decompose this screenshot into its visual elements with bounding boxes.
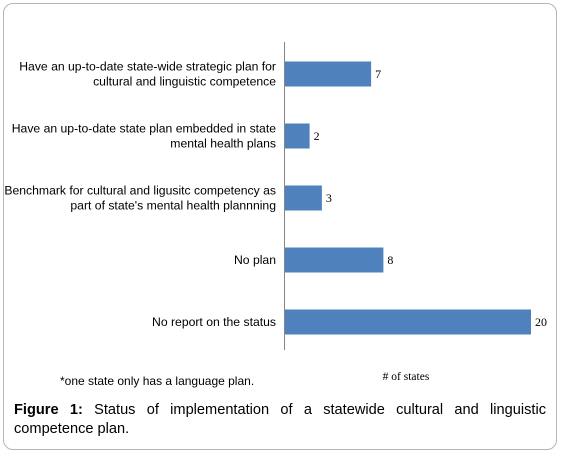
figure-frame [3, 3, 557, 450]
bar-2 [285, 123, 310, 149]
category-label-1: Have an up-to-date state-wide strategic … [19, 60, 276, 89]
caption-text: Status of implementation of a statewide … [14, 402, 546, 437]
footnote: *one state only has a language plan. [60, 374, 254, 388]
value-label-5: 20 [535, 315, 547, 329]
value-label-1: 7 [375, 67, 381, 81]
bar-1 [285, 61, 372, 87]
bar-chart: 7 Have an up-to-date state-wide strategic… [4, 42, 547, 388]
category-label-2: Have an up-to-date state plan embedded i… [12, 122, 276, 151]
caption-label: Figure 1: [14, 402, 83, 418]
category-label-5: No report on the status [152, 315, 276, 329]
bar-4 [285, 247, 384, 273]
x-axis-title: # of states [383, 371, 430, 383]
category-label-3: Benchmark for cultural and ligusitc comp… [4, 184, 276, 213]
figure-caption: Figure 1: Status of implementation of a … [14, 401, 546, 439]
bar-5 [285, 309, 531, 335]
category-label-4: No plan [234, 253, 276, 267]
value-label-3: 3 [326, 191, 332, 205]
value-label-4: 8 [387, 253, 393, 267]
value-label-2: 2 [314, 129, 320, 143]
bar-3 [285, 185, 322, 211]
